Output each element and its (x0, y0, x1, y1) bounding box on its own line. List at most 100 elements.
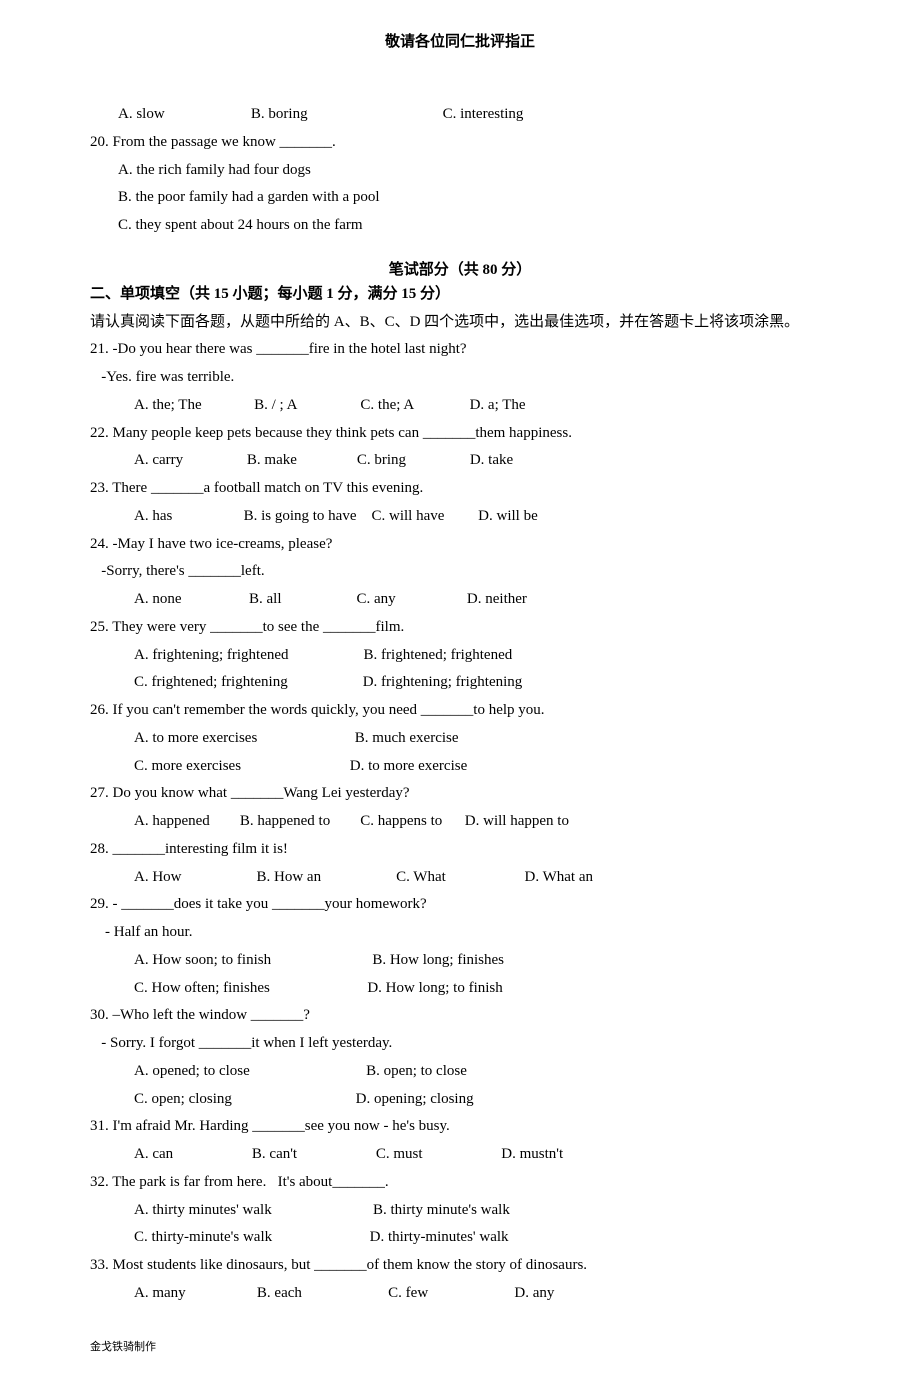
q33-option-d: D. any (514, 1285, 554, 1301)
q27-options: A. happened B. happened to C. happens to… (90, 808, 830, 836)
q20-option-c: C. they spent about 24 hours on the farm (90, 212, 830, 240)
q32-options-row1: A. thirty minutes' walk B. thirty minute… (90, 1197, 830, 1225)
q29-cont: - Half an hour. (90, 919, 830, 947)
q26-options-row1: A. to more exercises B. much exercise (90, 725, 830, 753)
q28-options: A. How B. How an C. What D. What an (90, 864, 830, 892)
q25-options-row2: C. frightened; frightening D. frightenin… (90, 669, 830, 697)
q27-option-b: B. happened to (240, 813, 330, 829)
q28-option-b: B. How an (257, 869, 322, 885)
q23-options: A. has B. is going to have C. will have … (90, 503, 830, 531)
q27-option-a: A. happened (134, 813, 210, 829)
q33-stem: 33. Most students like dinosaurs, but __… (90, 1252, 830, 1280)
q20-option-b: B. the poor family had a garden with a p… (90, 184, 830, 212)
q26-option-b: B. much exercise (355, 730, 459, 746)
q32-option-d: D. thirty-minutes' walk (370, 1229, 509, 1245)
q28-option-d: D. What an (525, 869, 593, 885)
q21-option-d: D. a; The (470, 397, 526, 413)
q29-option-c: C. How often; finishes (134, 980, 270, 996)
q30-stem: 30. –Who left the window _______? (90, 1002, 830, 1030)
q27-stem: 27. Do you know what _______Wang Lei yes… (90, 780, 830, 808)
q26-options-row2: C. more exercises D. to more exercise (90, 753, 830, 781)
q29-options-row1: A. How soon; to finish B. How long; fini… (90, 947, 830, 975)
section2-subtitle: 二、单项填空（共 15 小题；每小题 1 分，满分 15 分） (90, 281, 830, 309)
q21-option-b: B. / ; A (254, 397, 297, 413)
q24-option-c: C. any (357, 591, 396, 607)
q28-stem: 28. _______interesting film it is! (90, 836, 830, 864)
q19-option-b: B. boring (251, 106, 308, 122)
q32-options-row2: C. thirty-minute's walk D. thirty-minute… (90, 1224, 830, 1252)
q23-option-d: D. will be (478, 508, 538, 524)
q30-option-a: A. opened; to close (134, 1063, 250, 1079)
q32-option-a: A. thirty minutes' walk (134, 1202, 272, 1218)
q26-option-d: D. to more exercise (350, 758, 467, 774)
q26-option-a: A. to more exercises (134, 730, 257, 746)
q32-option-c: C. thirty-minute's walk (134, 1229, 272, 1245)
q29-option-a: A. How soon; to finish (134, 952, 271, 968)
q28-option-a: A. How (134, 869, 182, 885)
q25-options-row1: A. frightening; frightened B. frightened… (90, 642, 830, 670)
q33-option-a: A. many (134, 1285, 186, 1301)
q31-option-a: A. can (134, 1146, 173, 1162)
q21-option-c: C. the; A (360, 397, 413, 413)
q20-stem: 20. From the passage we know _______. (90, 129, 830, 157)
q32-option-b: B. thirty minute's walk (373, 1202, 510, 1218)
q22-option-a: A. carry (134, 452, 183, 468)
q22-option-b: B. make (247, 452, 297, 468)
q27-option-c: C. happens to (360, 813, 442, 829)
q30-option-b: B. open; to close (366, 1063, 467, 1079)
page-header-title: 敬请各位同仁批评指正 (90, 30, 830, 51)
q23-option-a: A. has (134, 508, 172, 524)
q25-stem: 25. They were very _______to see the ___… (90, 614, 830, 642)
q30-option-d: D. opening; closing (356, 1091, 474, 1107)
q31-options: A. can B. can't C. must D. mustn't (90, 1141, 830, 1169)
q33-option-b: B. each (257, 1285, 302, 1301)
q31-option-b: B. can't (252, 1146, 297, 1162)
q30-options-row1: A. opened; to close B. open; to close (90, 1058, 830, 1086)
q24-option-a: A. none (134, 591, 182, 607)
q25-option-b: B. frightened; frightened (364, 647, 513, 663)
q31-option-d: D. mustn't (501, 1146, 563, 1162)
q20-option-a: A. the rich family had four dogs (90, 157, 830, 185)
section2-instructions: 请认真阅读下面各题，从题中所给的 A、B、C、D 四个选项中，选出最佳选项，并在… (90, 309, 830, 337)
q30-cont: - Sorry. I forgot _______it when I left … (90, 1030, 830, 1058)
q33-options: A. many B. each C. few D. any (90, 1280, 830, 1308)
q19-option-c: C. interesting (443, 106, 524, 122)
q21-options: A. the; The B. / ; A C. the; A D. a; The (90, 392, 830, 420)
q31-stem: 31. I'm afraid Mr. Harding _______see yo… (90, 1113, 830, 1141)
q30-options-row2: C. open; closing D. opening; closing (90, 1086, 830, 1114)
q25-option-a: A. frightening; frightened (134, 647, 289, 663)
section2-title: 笔试部分（共 80 分） (90, 258, 830, 279)
q22-options: A. carry B. make C. bring D. take (90, 447, 830, 475)
q24-stem: 24. -May I have two ice-creams, please? (90, 531, 830, 559)
q25-option-d: D. frightening; frightening (363, 674, 523, 690)
q28-option-c: C. What (396, 869, 446, 885)
q24-cont: -Sorry, there's _______left. (90, 558, 830, 586)
page-footer: 金戈铁骑制作 (90, 1338, 830, 1354)
q21-option-a: A. the; The (134, 397, 202, 413)
q23-option-b: B. is going to have (244, 508, 357, 524)
q19-options-row: A. slow B. boring C. interesting (90, 101, 830, 129)
q23-stem: 23. There _______a football match on TV … (90, 475, 830, 503)
q23-option-c: C. will have (372, 508, 445, 524)
q22-option-c: C. bring (357, 452, 406, 468)
q32-stem: 32. The park is far from here. It's abou… (90, 1169, 830, 1197)
q21-stem: 21. -Do you hear there was _______fire i… (90, 336, 830, 364)
page: 敬请各位同仁批评指正 A. slow B. boring C. interest… (0, 0, 920, 1384)
q29-option-d: D. How long; to finish (367, 980, 502, 996)
q26-stem: 26. If you can't remember the words quic… (90, 697, 830, 725)
q30-option-c: C. open; closing (134, 1091, 232, 1107)
q29-stem: 29. - _______does it take you _______you… (90, 891, 830, 919)
q33-option-c: C. few (388, 1285, 428, 1301)
q26-option-c: C. more exercises (134, 758, 241, 774)
q27-option-d: D. will happen to (465, 813, 569, 829)
q29-option-b: B. How long; finishes (372, 952, 504, 968)
q24-option-b: B. all (249, 591, 282, 607)
q31-option-c: C. must (376, 1146, 423, 1162)
q24-options: A. none B. all C. any D. neither (90, 586, 830, 614)
q19-option-a: A. slow (118, 106, 165, 122)
q21-cont: -Yes. fire was terrible. (90, 364, 830, 392)
q24-option-d: D. neither (467, 591, 527, 607)
q29-options-row2: C. How often; finishes D. How long; to f… (90, 975, 830, 1003)
q22-stem: 22. Many people keep pets because they t… (90, 420, 830, 448)
q25-option-c: C. frightened; frightening (134, 674, 288, 690)
